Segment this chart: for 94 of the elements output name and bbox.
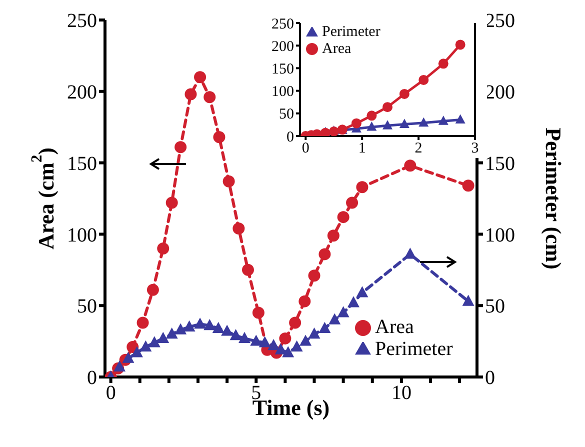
point <box>114 360 126 372</box>
point <box>404 248 416 259</box>
point <box>418 117 429 127</box>
point <box>268 338 280 350</box>
point <box>184 88 197 100</box>
y-tick-label: 100 <box>67 224 97 246</box>
point <box>346 196 358 209</box>
point <box>382 120 392 130</box>
legend-label: Area <box>375 316 414 338</box>
legend-label: Perimeter <box>322 24 380 40</box>
point <box>230 328 242 340</box>
point <box>174 141 187 154</box>
y-tick-label: 250 <box>67 10 97 32</box>
point <box>327 230 340 242</box>
point <box>366 121 377 131</box>
y-tick-label: 200 <box>67 82 97 104</box>
point <box>308 328 320 339</box>
y2-tick-label: 150 <box>485 152 515 175</box>
y2-tick-label: 0 <box>485 367 495 390</box>
y2-axis-title: Perimeter (cm) <box>542 128 566 270</box>
y-tick-label: 200 <box>272 38 294 55</box>
point <box>308 270 320 282</box>
point <box>238 332 250 343</box>
point <box>166 328 178 339</box>
point <box>289 316 302 329</box>
point <box>194 318 206 329</box>
point <box>298 295 311 308</box>
point <box>455 40 466 50</box>
point <box>366 110 377 121</box>
point <box>356 181 368 194</box>
point <box>404 160 416 172</box>
point <box>194 71 206 84</box>
y2-tick-label: 100 <box>485 224 515 246</box>
point <box>157 332 170 343</box>
y-tick-label: 0 <box>286 129 294 146</box>
point <box>351 118 362 128</box>
point <box>213 131 226 144</box>
y-tick-label: 50 <box>279 106 294 123</box>
point <box>146 284 159 296</box>
point <box>418 74 429 85</box>
point <box>157 242 170 254</box>
y-tick-label: 100 <box>272 84 294 100</box>
legend-label: Perimeter <box>375 338 453 360</box>
point <box>204 91 216 104</box>
y2-tick-label: 250 <box>485 10 515 32</box>
point <box>122 352 134 363</box>
y-tick-label: 250 <box>272 16 294 32</box>
point <box>183 320 196 332</box>
point <box>399 88 410 99</box>
point <box>382 102 392 112</box>
point <box>212 322 224 333</box>
point <box>290 340 303 352</box>
point <box>242 264 254 276</box>
x-tick-label: 0 <box>106 382 116 404</box>
point <box>140 340 152 352</box>
point <box>462 180 474 192</box>
point <box>347 296 360 308</box>
point <box>279 332 292 344</box>
y2-tick-label: 200 <box>485 82 515 104</box>
x-tick-label: 0 <box>302 140 310 157</box>
point <box>221 324 234 336</box>
point <box>438 116 448 125</box>
point <box>282 346 294 358</box>
x-tick-label: 1 <box>358 140 366 157</box>
x-tick-label: 10 <box>391 382 412 404</box>
y-tick-label: 50 <box>77 296 97 318</box>
y-tick-label: 150 <box>67 152 97 175</box>
legend-label: Area <box>322 40 352 56</box>
point <box>318 248 331 260</box>
point <box>399 118 410 128</box>
point <box>174 323 187 334</box>
point <box>258 336 271 348</box>
point <box>222 175 235 188</box>
point <box>455 114 466 124</box>
point <box>356 286 368 298</box>
point <box>252 306 264 319</box>
point <box>337 211 350 224</box>
point <box>148 336 160 348</box>
x-tick-label: 3 <box>471 140 479 157</box>
point <box>337 306 350 318</box>
y2-tick-label: 50 <box>485 296 505 318</box>
point <box>300 334 312 346</box>
point <box>136 316 149 329</box>
x-tick-label: 2 <box>414 140 422 157</box>
point <box>204 318 216 330</box>
point <box>318 322 331 333</box>
point <box>232 222 245 234</box>
point <box>462 294 474 306</box>
y-tick-label: 0 <box>87 367 97 390</box>
point <box>250 334 262 346</box>
point <box>166 196 178 209</box>
y-tick-label: 150 <box>272 62 294 78</box>
point <box>438 58 448 69</box>
point <box>328 313 341 324</box>
